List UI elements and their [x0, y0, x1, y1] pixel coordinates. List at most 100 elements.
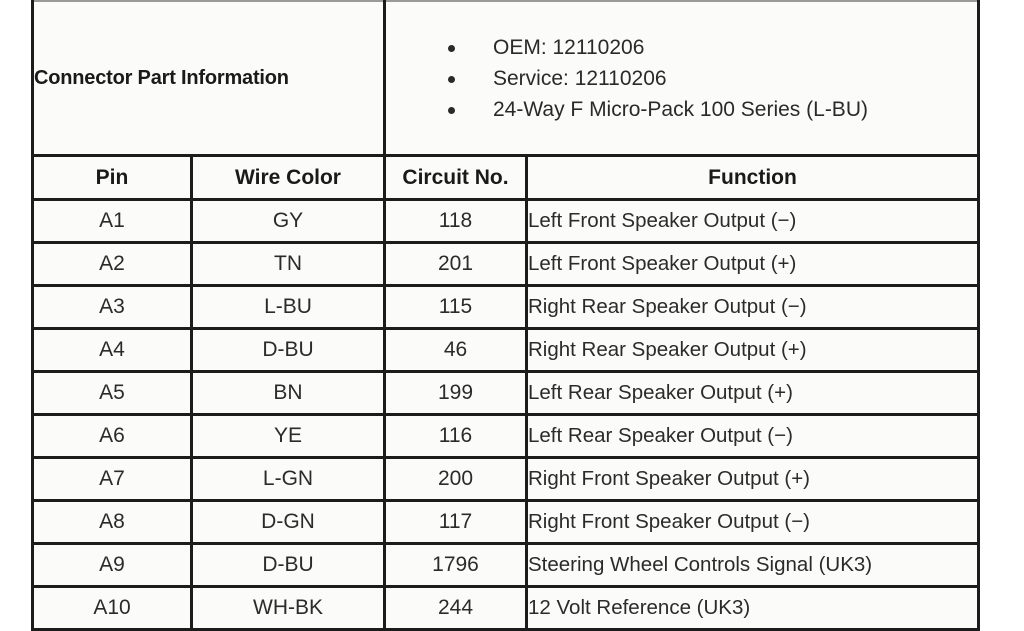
wire-color-value: YE [273, 424, 302, 447]
pin-value: A9 [99, 553, 125, 576]
cell-pin: A8 [31, 499, 193, 545]
cell-wire-color: D-BU [190, 327, 386, 373]
column-header-wire-color-label: Wire Color [235, 165, 341, 189]
pin-value: A3 [99, 295, 125, 318]
table-row: A3 L-BU 115 Right Rear Speaker Output (−… [31, 284, 981, 330]
cell-pin: A10 [31, 585, 193, 631]
function-value: Left Rear Speaker Output (+) [528, 381, 793, 404]
column-header-pin-label: Pin [95, 165, 129, 189]
column-header-function-label: Function [708, 165, 797, 189]
wire-color-value: D-BU [262, 553, 314, 576]
table-row: A7 L-GN 200 Right Front Speaker Output (… [31, 456, 981, 502]
function-value: Right Rear Speaker Output (−) [528, 295, 807, 318]
cell-wire-color: WH-BK [190, 585, 386, 631]
pin-value: A10 [93, 596, 131, 619]
column-header-pin: Pin [31, 154, 193, 201]
part-list-item-connector-type: 24-Way F Micro-Pack 100 Series (L-BU) [386, 94, 977, 125]
cell-circuit-no: 46 [383, 327, 528, 373]
cell-circuit-no: 115 [383, 284, 528, 330]
table-row: A10 WH-BK 244 12 Volt Reference (UK3) [31, 585, 981, 631]
cell-pin: A3 [31, 284, 193, 330]
cell-circuit-no: 200 [383, 456, 528, 502]
wire-color-value: BN [273, 381, 303, 404]
cell-function: Right Front Speaker Output (−) [524, 499, 981, 545]
cell-wire-color: TN [190, 241, 386, 287]
cell-function: Left Rear Speaker Output (+) [524, 370, 981, 416]
circuit-no-value: 200 [437, 467, 474, 490]
cell-circuit-no: 1796 [383, 542, 528, 588]
cell-wire-color: L-GN [190, 456, 386, 502]
function-value: 12 Volt Reference (UK3) [528, 596, 751, 619]
column-header-circuit-no-label: Circuit No. [402, 165, 509, 189]
cell-function: Steering Wheel Controls Signal (UK3) [524, 542, 981, 588]
cell-circuit-no: 199 [383, 370, 528, 416]
circuit-no-value: 1796 [432, 553, 479, 576]
pin-value: A1 [99, 209, 125, 232]
function-value: Right Front Speaker Output (+) [528, 467, 811, 490]
table-row: A8 D-GN 117 Right Front Speaker Output (… [31, 499, 981, 545]
cell-pin: A6 [31, 413, 193, 459]
cell-function: Left Front Speaker Output (+) [524, 241, 981, 287]
table-header-row: Pin Wire Color Circuit No. Function [31, 154, 981, 201]
cell-function: Right Front Speaker Output (+) [524, 456, 981, 502]
table-row: A2 TN 201 Left Front Speaker Output (+) [31, 241, 981, 287]
cell-pin: A4 [31, 327, 193, 373]
cell-wire-color: BN [190, 370, 386, 416]
connector-pinout-table: Connector Part Information OEM: 12110206… [31, 0, 981, 631]
connector-info-label: Connector Part Information [34, 66, 289, 89]
connector-part-list: OEM: 12110206 Service: 12110206 24-Way F… [386, 32, 977, 125]
wire-color-value: TN [274, 252, 302, 275]
function-value: Left Front Speaker Output (−) [528, 209, 797, 232]
pin-value: A7 [99, 467, 125, 490]
cell-circuit-no: 117 [383, 499, 528, 545]
table-row: A6 YE 116 Left Rear Speaker Output (−) [31, 413, 981, 459]
cell-circuit-no: 244 [383, 585, 528, 631]
circuit-no-value: 117 [438, 510, 473, 533]
cell-pin: A5 [31, 370, 193, 416]
connector-info-row: Connector Part Information OEM: 12110206… [31, 0, 981, 157]
function-value: Right Rear Speaker Output (+) [528, 338, 807, 361]
part-list-item-service: Service: 12110206 [386, 63, 977, 94]
circuit-no-value: 118 [438, 209, 473, 232]
cell-function: Right Rear Speaker Output (+) [524, 327, 981, 373]
pin-value: A2 [99, 252, 125, 275]
connector-part-list-cell: OEM: 12110206 Service: 12110206 24-Way F… [382, 0, 981, 157]
column-header-circuit-no: Circuit No. [383, 154, 528, 201]
connector-info-label-cell: Connector Part Information [31, 0, 386, 157]
circuit-no-value: 115 [438, 295, 473, 318]
wire-color-value: WH-BK [253, 596, 323, 619]
circuit-no-value: 116 [438, 424, 473, 447]
pin-value: A4 [99, 338, 125, 361]
circuit-no-value: 201 [437, 252, 474, 275]
cell-wire-color: GY [190, 198, 386, 244]
circuit-no-value: 199 [437, 381, 474, 404]
cell-circuit-no: 118 [383, 198, 528, 244]
pin-value: A5 [99, 381, 125, 404]
function-value: Left Front Speaker Output (+) [528, 252, 797, 275]
cell-function: Left Front Speaker Output (−) [524, 198, 981, 244]
cell-wire-color: YE [190, 413, 386, 459]
cell-pin: A1 [31, 198, 193, 244]
wire-color-value: L-BU [264, 295, 312, 318]
wire-color-value: L-GN [262, 467, 314, 490]
part-list-item-oem: OEM: 12110206 [386, 32, 977, 63]
pin-value: A8 [99, 510, 125, 533]
cell-wire-color: D-BU [190, 542, 386, 588]
function-value: Steering Wheel Controls Signal (UK3) [528, 553, 873, 576]
table-row: A4 D-BU 46 Right Rear Speaker Output (+) [31, 327, 981, 373]
document-page: Connector Part Information OEM: 12110206… [31, 0, 981, 631]
cell-function: Right Rear Speaker Output (−) [524, 284, 981, 330]
circuit-no-value: 244 [437, 596, 474, 619]
column-header-function: Function [524, 154, 981, 201]
table-row: A1 GY 118 Left Front Speaker Output (−) [31, 198, 981, 244]
table-row: A9 D-BU 1796 Steering Wheel Controls Sig… [31, 542, 981, 588]
wire-color-value: D-BU [262, 338, 314, 361]
cell-wire-color: D-GN [190, 499, 386, 545]
cell-circuit-no: 116 [383, 413, 528, 459]
column-header-wire-color: Wire Color [190, 154, 386, 201]
cell-function: 12 Volt Reference (UK3) [524, 585, 981, 631]
cell-pin: A9 [31, 542, 193, 588]
cell-wire-color: L-BU [190, 284, 386, 330]
wire-color-value: GY [272, 209, 304, 232]
cell-pin: A2 [31, 241, 193, 287]
